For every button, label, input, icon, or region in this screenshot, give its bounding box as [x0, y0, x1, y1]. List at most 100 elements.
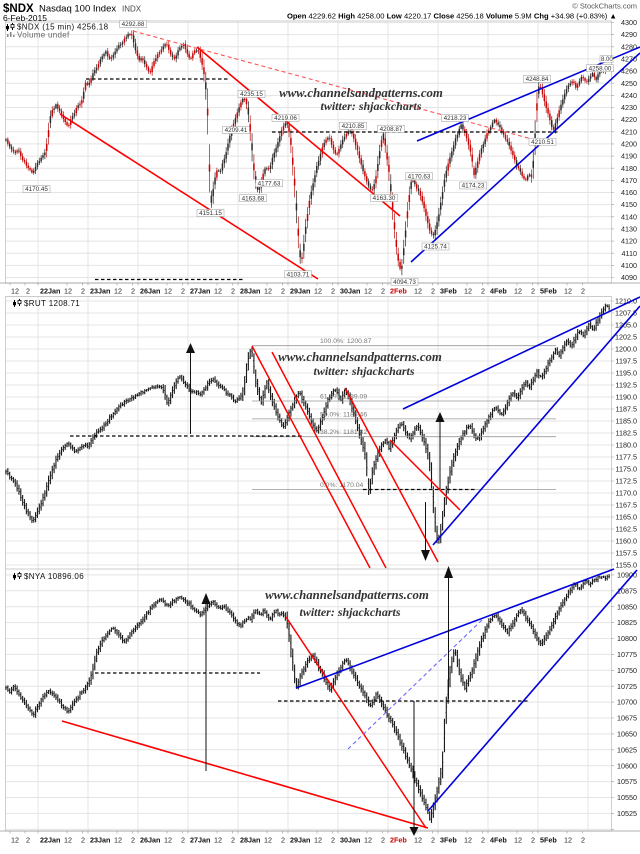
- svg-text:$NDX (15 min) 4256.18: $NDX (15 min) 4256.18: [17, 23, 109, 32]
- svg-text:4163.30: 4163.30: [373, 195, 396, 202]
- svg-text:6-Feb-2015: 6-Feb-2015: [3, 13, 47, 23]
- svg-text:10675: 10675: [617, 714, 637, 723]
- svg-text:10525: 10525: [617, 809, 637, 818]
- svg-text:12: 12: [164, 836, 172, 845]
- svg-text:4140: 4140: [621, 212, 637, 221]
- svg-text:2Feb: 2Feb: [390, 287, 407, 296]
- svg-text:1167.5: 1167.5: [616, 501, 637, 510]
- svg-text:1187.5: 1187.5: [616, 405, 637, 414]
- svg-text:INDX: INDX: [122, 5, 142, 14]
- svg-text:Open 4229.62 High 4258.00 Low: Open 4229.62 High 4258.00 Low 4220.17 Cl…: [287, 12, 617, 21]
- svg-text:4300: 4300: [621, 18, 637, 27]
- svg-text:4160: 4160: [621, 188, 637, 197]
- svg-text:1190.0: 1190.0: [616, 393, 637, 402]
- svg-text:23Jan: 23Jan: [90, 836, 110, 845]
- svg-text:4177.63: 4177.63: [258, 180, 281, 187]
- svg-text:© StockCharts.com: © StockCharts.com: [572, 2, 637, 11]
- svg-text:12: 12: [11, 287, 19, 296]
- svg-text:2: 2: [231, 287, 235, 296]
- svg-text:4280: 4280: [621, 42, 637, 51]
- svg-text:2: 2: [581, 836, 585, 845]
- svg-text:4200: 4200: [621, 140, 637, 149]
- svg-text:1195.0: 1195.0: [616, 369, 637, 378]
- svg-text:4130: 4130: [621, 225, 637, 234]
- svg-text:2: 2: [531, 836, 535, 845]
- svg-text:27Jan: 27Jan: [190, 287, 210, 296]
- svg-text:1162.5: 1162.5: [616, 525, 637, 534]
- svg-text:12: 12: [264, 836, 272, 845]
- svg-text:10575: 10575: [617, 777, 637, 786]
- svg-text:1182.5: 1182.5: [616, 429, 637, 438]
- svg-text:$RUT 1208.71: $RUT 1208.71: [24, 299, 80, 308]
- svg-text:4190: 4190: [621, 152, 637, 161]
- svg-text:4209.41: 4209.41: [225, 127, 248, 134]
- svg-text:4103.71: 4103.71: [287, 271, 310, 278]
- svg-text:12: 12: [464, 836, 472, 845]
- svg-text:2: 2: [231, 836, 235, 845]
- svg-text:4258.00: 4258.00: [589, 65, 612, 72]
- svg-text:4150: 4150: [621, 200, 637, 209]
- svg-text:1180.0: 1180.0: [616, 441, 637, 450]
- svg-text:1160.0: 1160.0: [616, 537, 637, 546]
- svg-text:29Jan: 29Jan: [290, 836, 310, 845]
- svg-text:4170.45: 4170.45: [25, 186, 48, 193]
- svg-text:4240: 4240: [621, 91, 637, 100]
- svg-text:10775: 10775: [617, 650, 637, 659]
- svg-text:1205.0: 1205.0: [615, 321, 637, 330]
- svg-text:10650: 10650: [617, 730, 637, 739]
- svg-text:2: 2: [431, 836, 435, 845]
- svg-text:10725: 10725: [617, 682, 637, 691]
- svg-text:4100: 4100: [621, 261, 637, 270]
- svg-text:2: 2: [26, 836, 30, 845]
- svg-text:5Feb: 5Feb: [540, 836, 557, 845]
- svg-text:4090: 4090: [621, 273, 637, 282]
- svg-text:1175.0: 1175.0: [616, 465, 637, 474]
- svg-text:12: 12: [114, 836, 122, 845]
- svg-text:4230: 4230: [621, 103, 637, 112]
- svg-text:2: 2: [131, 287, 135, 296]
- svg-text:10550: 10550: [617, 793, 637, 802]
- svg-text:4110: 4110: [622, 249, 637, 258]
- svg-text:26Jan: 26Jan: [140, 287, 160, 296]
- svg-text:1197.5: 1197.5: [616, 357, 637, 366]
- svg-text:4Feb: 4Feb: [490, 287, 507, 296]
- svg-text:1177.5: 1177.5: [616, 453, 637, 462]
- svg-text:4218.23: 4218.23: [444, 115, 467, 122]
- svg-text:4270: 4270: [621, 55, 637, 64]
- svg-text:2: 2: [81, 287, 85, 296]
- svg-text:4094.73: 4094.73: [393, 279, 416, 286]
- svg-text:1172.5: 1172.5: [616, 477, 637, 486]
- svg-text:2: 2: [131, 836, 135, 845]
- svg-text:2: 2: [281, 287, 285, 296]
- svg-text:2: 2: [181, 836, 185, 845]
- svg-text:12: 12: [214, 836, 222, 845]
- svg-text:50.0%: 1185.46: 50.0%: 1185.46: [320, 411, 367, 418]
- svg-text:12: 12: [314, 836, 322, 845]
- svg-text:4250: 4250: [621, 79, 637, 88]
- svg-text:29Jan: 29Jan: [290, 287, 310, 296]
- svg-text:12: 12: [464, 287, 472, 296]
- svg-text:12: 12: [64, 836, 72, 845]
- svg-text:1210.0: 1210.0: [615, 297, 637, 306]
- svg-text:30Jan: 30Jan: [340, 836, 360, 845]
- svg-text:12: 12: [414, 287, 422, 296]
- svg-text:1207.5: 1207.5: [615, 309, 637, 318]
- svg-text:4210.85: 4210.85: [342, 123, 365, 130]
- svg-text:4174.23: 4174.23: [462, 183, 485, 190]
- svg-text:12: 12: [414, 836, 422, 845]
- svg-text:2: 2: [331, 287, 335, 296]
- svg-text:12: 12: [564, 836, 572, 845]
- svg-text:12: 12: [164, 287, 172, 296]
- svg-text:12: 12: [364, 836, 372, 845]
- svg-text:23Jan: 23Jan: [90, 287, 110, 296]
- svg-text:twitter: shjackcharts: twitter: shjackcharts: [313, 364, 414, 378]
- svg-text:100.0%: 1200.87: 100.0%: 1200.87: [320, 338, 372, 345]
- svg-text:12: 12: [214, 287, 222, 296]
- svg-text:10825: 10825: [617, 618, 637, 627]
- svg-text:4208.87: 4208.87: [380, 126, 403, 133]
- svg-text:4210.51: 4210.51: [531, 139, 554, 146]
- svg-text:3Feb: 3Feb: [440, 836, 457, 845]
- svg-text:1165.0: 1165.0: [616, 513, 637, 522]
- svg-text:10625: 10625: [617, 745, 637, 754]
- svg-text:12: 12: [514, 287, 522, 296]
